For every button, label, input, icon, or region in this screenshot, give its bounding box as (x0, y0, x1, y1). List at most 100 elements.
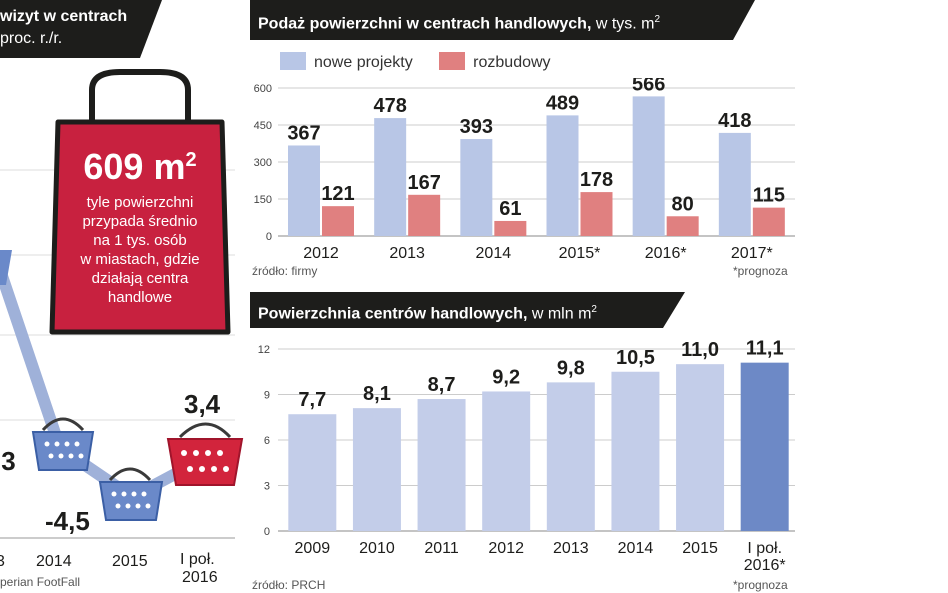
legend-swatch-rozbudowy (439, 52, 466, 70)
bottom-xlabel-6: 2015 (682, 540, 718, 557)
basket-icon-2016 (166, 422, 244, 486)
left-xlabel-2016b: 2016 (182, 569, 218, 586)
left-value-partial: ,3 (0, 446, 16, 476)
left-line-chart: ,3 -4,5 3,4 3 2014 2015 I poł. 2016 peri… (0, 69, 244, 589)
bottom-bar-label-6: 11,0 (681, 339, 719, 361)
legend-swatch-nowe (280, 52, 306, 70)
left-source: perian FootFall (0, 575, 80, 589)
bottom-bar-2 (417, 399, 466, 531)
top-chart-unit: w tys. m (595, 15, 655, 33)
top-chart-source: źródło: firmy (252, 264, 318, 278)
bottom-bar-3 (482, 391, 531, 531)
bottom-xlabel-7-b: 2016* (744, 557, 786, 574)
bottom-chart-unit-sup: 2 (591, 304, 597, 315)
left-title-line2: proc. r./r. (0, 30, 63, 47)
bottom-bar-label-7: 11,1 (746, 338, 784, 360)
top-ytick-300: 300 (254, 157, 272, 169)
legend-item-nowe: nowe projekty (280, 52, 413, 72)
bottom-xlabel-2: 2011 (424, 540, 459, 557)
bottom-bar-6 (676, 364, 725, 531)
top-xlabel-3: 2015* (559, 245, 601, 262)
bottom-bar-4 (546, 382, 595, 531)
bottom-chart-note: *prognoza (733, 578, 788, 592)
bottom-ytick-12: 12 (258, 344, 270, 356)
legend-label-nowe: nowe projekty (314, 54, 413, 71)
bottom-bar-label-0: 7,7 (298, 389, 326, 411)
bag-line-4: w miastach, gdzie (80, 251, 200, 268)
left-value-2014: -4,5 (45, 506, 90, 536)
left-title-line1: wizyt w centrach (0, 8, 128, 25)
bottom-bar-label-4: 9,8 (557, 357, 585, 379)
top-chart-title: Podaż powierzchni w centrach handlowych, (258, 15, 592, 33)
top-bar-label-rozbudowy-5: 115 (753, 185, 785, 207)
top-bar-label-nowe-1: 478 (373, 95, 406, 117)
bag-line-1: tyle powierzchni (86, 194, 194, 211)
top-bar-rozbudowy-2 (494, 220, 527, 236)
bottom-ytick-6: 6 (264, 435, 270, 447)
top-bar-nowe-1 (374, 118, 407, 236)
top-bar-label-rozbudowy-4: 80 (672, 193, 694, 215)
top-bar-rozbudowy-5 (752, 207, 785, 236)
legend-label-rozbudowy: rozbudowy (473, 54, 551, 71)
bottom-bar-5 (611, 371, 660, 531)
top-ytick-150: 150 (254, 194, 272, 206)
bottom-chart-title-bar: Powierzchnia centrów handlowych, w mln m… (250, 292, 685, 328)
top-bar-label-rozbudowy-0: 121 (321, 183, 354, 205)
top-bar-rozbudowy-4 (666, 216, 699, 236)
top-bar-label-nowe-2: 393 (460, 116, 493, 138)
top-xlabel-5: 2017* (731, 245, 773, 262)
bottom-bar-label-2: 8,7 (428, 374, 456, 396)
top-bar-label-rozbudowy-3: 178 (580, 169, 613, 191)
top-chart-title-bar: Podaż powierzchni w centrach handlowych,… (250, 0, 755, 40)
top-bar-nowe-4 (632, 96, 665, 237)
top-chart-legend: nowe projekty rozbudowy (280, 52, 573, 72)
left-xlabel-partial: 3 (0, 553, 5, 570)
bottom-chart-source: źródło: PRCH (252, 578, 326, 592)
trend-line (0, 268, 208, 503)
bag-line-3: na 1 tys. osób (93, 232, 187, 249)
bottom-bar-0 (288, 414, 337, 531)
basket-icon-partial (0, 250, 12, 285)
bottom-xlabel-7: I poł. (747, 540, 782, 557)
left-value-2016: 3,4 (184, 389, 221, 419)
bag-text-block: 609 m2 tyle powierzchni przypada średnio… (60, 140, 220, 307)
left-xlabel-2014: 2014 (36, 553, 72, 570)
bag-line-6: handlowe (107, 289, 173, 306)
top-bar-nowe-5 (718, 132, 751, 236)
top-ytick-600: 600 (254, 83, 272, 95)
bottom-bar-label-5: 10,5 (616, 347, 655, 369)
bottom-xlabel-4: 2013 (553, 540, 589, 557)
top-xlabel-2: 2014 (476, 245, 512, 262)
left-xlabel-2015: 2015 (112, 553, 148, 570)
bottom-bar-label-1: 8,1 (363, 383, 391, 405)
top-bar-label-rozbudowy-1: 167 (407, 172, 440, 194)
bag-value: 609 m (83, 146, 186, 187)
top-chart-unit-sup: 2 (654, 14, 661, 25)
top-xlabel-4: 2016* (645, 245, 687, 262)
bottom-bar-label-3: 9,2 (492, 366, 520, 388)
bottom-bar-chart: 0 3 6 9 12 7,7 2009 8,1 2010 8,7 2011 9,2 2012 9,8 201… (258, 338, 795, 574)
top-ytick-450: 450 (254, 120, 272, 132)
top-ytick-0: 0 (266, 231, 272, 243)
bottom-bar-1 (352, 408, 401, 531)
left-title-bar: wizyt w centrach proc. r./r. (0, 0, 162, 58)
bag-line-2: przypada średnio (82, 213, 198, 230)
top-bar-label-nowe-4: 566 (632, 78, 665, 95)
top-bar-label-nowe-3: 489 (546, 92, 579, 114)
bottom-xlabel-3: 2012 (488, 540, 524, 557)
bottom-ytick-9: 9 (264, 390, 270, 402)
top-bar-rozbudowy-1 (408, 194, 441, 236)
top-xlabel-0: 2012 (303, 245, 339, 262)
left-xlabel-2016a: I poł. (180, 551, 215, 568)
top-bar-nowe-0 (288, 145, 320, 236)
top-bar-nowe-2 (460, 139, 493, 236)
bottom-xlabel-5: 2014 (618, 540, 654, 557)
bottom-ytick-0: 0 (264, 526, 270, 538)
bottom-chart-unit: w mln m (531, 305, 592, 323)
legend-item-rozbudowy: rozbudowy (439, 52, 551, 72)
bottom-ytick-3: 3 (264, 481, 270, 493)
bag-sup: 2 (185, 149, 197, 171)
bottom-bar-7 (740, 362, 789, 531)
bottom-chart-title: Powierzchnia centrów handlowych, (258, 305, 528, 323)
top-xlabel-1: 2013 (389, 245, 425, 262)
